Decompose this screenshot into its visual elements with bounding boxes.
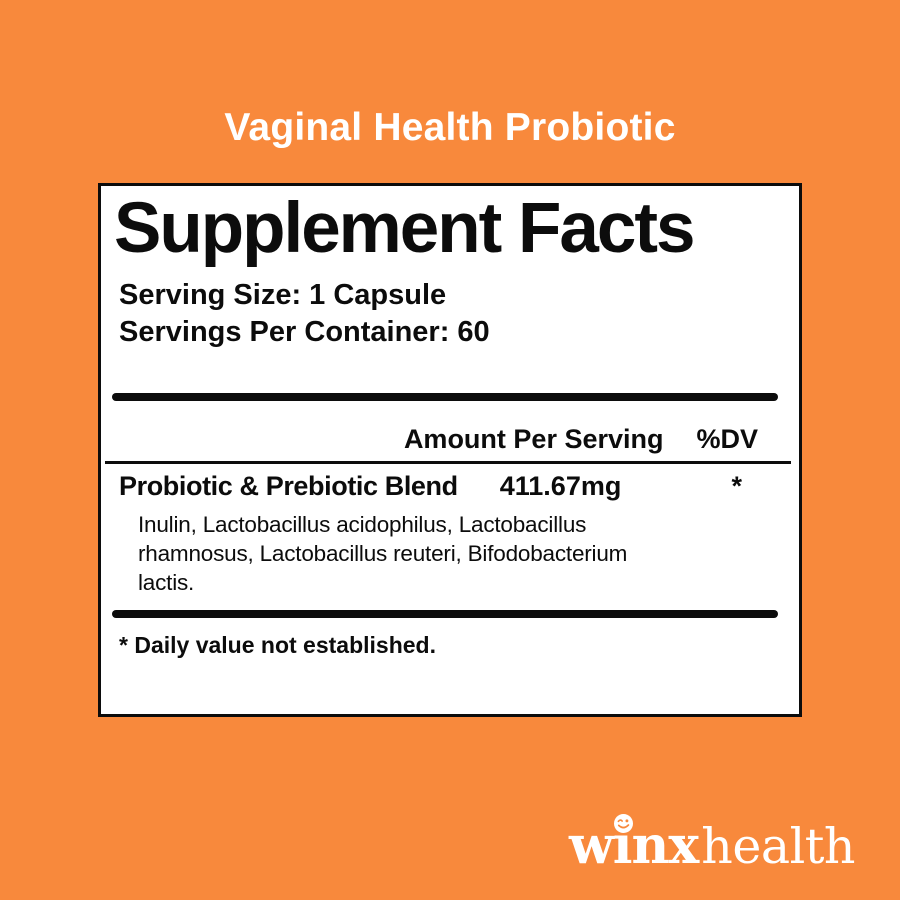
servings-per-container: Servings Per Container: 60: [119, 316, 490, 348]
winking-smiley-icon: [613, 814, 633, 833]
column-amount-per-serving: Amount Per Serving: [403, 424, 664, 454]
logo-suffix-text: health: [701, 818, 855, 875]
divider-thick-bottom: [112, 610, 778, 618]
ingredient-blend-amount: 411.67mg: [499, 471, 622, 501]
divider-thin: [105, 461, 791, 464]
table-row: Probiotic & Prebiotic Blend 411.67mg *: [119, 471, 799, 502]
column-header-row: Amount Per Serving %DV: [404, 424, 758, 455]
ingredient-blend-dv: *: [731, 471, 742, 501]
column-percent-dv: %DV: [696, 424, 758, 454]
logo-brand-text: winx: [568, 815, 699, 876]
ingredient-blend-name: Probiotic & Prebiotic Blend: [119, 471, 458, 501]
page-title: Vaginal Health Probiotic: [224, 106, 676, 149]
daily-value-footnote: * Daily value not established.: [119, 632, 436, 658]
supplement-facts-panel: Supplement Facts Serving Size: 1 Capsule…: [98, 183, 802, 717]
winx-health-logo: winx health: [568, 814, 855, 876]
serving-size: Serving Size: 1 Capsule: [119, 279, 447, 311]
divider-thick-top: [112, 393, 778, 401]
blend-ingredients-list: Inulin, Lactobacillus acidophilus, Lacto…: [138, 512, 628, 595]
supplement-facts-title: Supplement Facts: [114, 189, 696, 268]
